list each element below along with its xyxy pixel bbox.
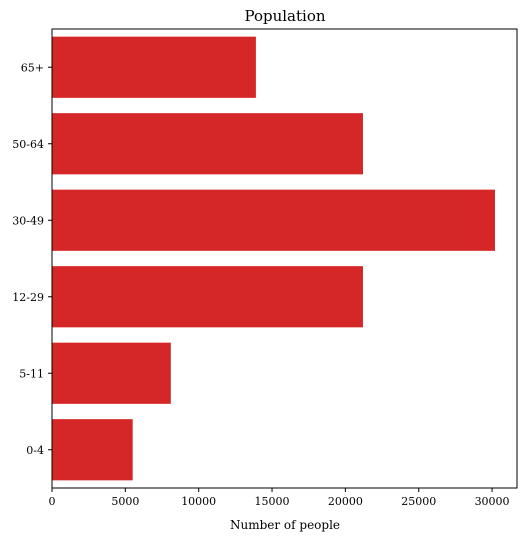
bar-30-49 <box>52 189 495 251</box>
y-tick-label: 50-64 <box>12 138 44 151</box>
y-tick-label: 30-49 <box>12 214 44 227</box>
chart-title: Population <box>244 7 325 25</box>
x-axis: 0 5000 10000 15000 20000 25000 30000 <box>49 488 510 508</box>
x-tick-label: 25000 <box>401 495 436 508</box>
x-tick-label: 10000 <box>181 495 216 508</box>
x-tick-label: 20000 <box>328 495 363 508</box>
y-tick-label: 0-4 <box>26 444 44 457</box>
x-axis-label: Number of people <box>230 518 340 532</box>
x-tick-label: 0 <box>49 495 56 508</box>
bar-65+ <box>52 36 256 98</box>
y-tick-label: 12-29 <box>12 291 44 304</box>
x-tick-label: 30000 <box>475 495 510 508</box>
plot-frame <box>51 28 518 489</box>
y-axis: 0-4 5-11 12-29 30-49 50-64 65+ <box>12 61 52 457</box>
bar-0-4 <box>52 419 133 481</box>
y-tick-label: 65+ <box>21 61 44 74</box>
bar-12-29 <box>52 266 363 328</box>
x-tick-label: 15000 <box>255 495 290 508</box>
y-tick-label: 5-11 <box>19 367 44 380</box>
bar-5-11 <box>52 342 171 404</box>
bar-50-64 <box>52 113 363 175</box>
x-tick-label: 5000 <box>111 495 139 508</box>
bars-layer <box>52 36 495 481</box>
